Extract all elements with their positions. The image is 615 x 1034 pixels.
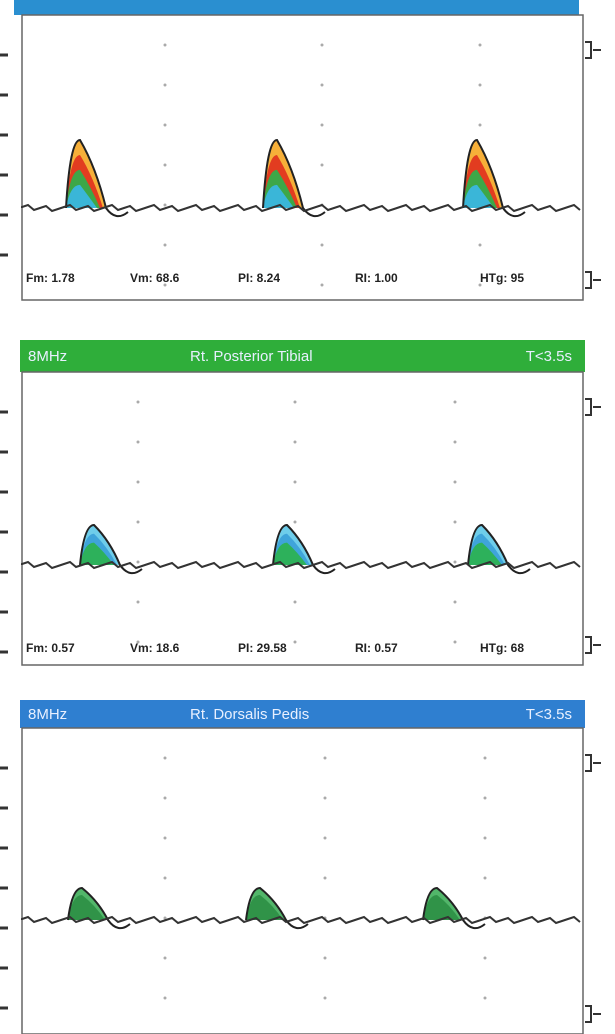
grid-dot (479, 124, 482, 127)
grid-dot (164, 837, 167, 840)
frequency: 8MHz (28, 706, 67, 723)
grid-dot (484, 957, 487, 960)
grid-dot (164, 957, 167, 960)
grid-dot (324, 997, 327, 1000)
grid-dot (294, 521, 297, 524)
grid-dot (294, 641, 297, 644)
grid-dot (479, 84, 482, 87)
gate-marker (585, 755, 601, 771)
grid-dot (324, 757, 327, 760)
measurement: PI: 29.58 (238, 641, 287, 655)
grid-dot (294, 401, 297, 404)
grid-dot (324, 837, 327, 840)
grid-dot (484, 797, 487, 800)
grid-dot (321, 124, 324, 127)
grid-dot (137, 481, 140, 484)
frequency: 8MHz (28, 348, 67, 365)
grid-dot (164, 244, 167, 247)
grid-dot (164, 84, 167, 87)
grid-dot (454, 561, 457, 564)
grid-dot (137, 521, 140, 524)
trace-frame (22, 372, 583, 665)
grid-dot (137, 561, 140, 564)
grid-dot (479, 244, 482, 247)
grid-dot (454, 441, 457, 444)
measurement: HTg: 95 (480, 271, 524, 285)
grid-dot (484, 757, 487, 760)
grid-dot (321, 84, 324, 87)
vessel-name: Rt. Dorsalis Pedis (190, 706, 309, 723)
grid-dot (321, 284, 324, 287)
grid-dot (454, 601, 457, 604)
grid-dot (137, 401, 140, 404)
gate-marker (585, 637, 601, 653)
grid-dot (164, 44, 167, 47)
vessel-name: Rt. Posterior Tibial (190, 348, 313, 365)
trace-frame (22, 15, 583, 300)
grid-dot (164, 757, 167, 760)
measurement: Fm: 0.57 (26, 641, 75, 655)
grid-dot (294, 601, 297, 604)
grid-dot (294, 481, 297, 484)
grid-dot (324, 957, 327, 960)
grid-dot (137, 441, 140, 444)
grid-dot (454, 641, 457, 644)
grid-dot (484, 837, 487, 840)
trace-frame (22, 728, 583, 1034)
grid-dot (454, 401, 457, 404)
grid-dot (454, 521, 457, 524)
grid-dot (484, 997, 487, 1000)
grid-dot (164, 164, 167, 167)
grid-dot (454, 481, 457, 484)
gate-marker (585, 399, 601, 415)
measurement: PI: 8.24 (238, 271, 280, 285)
grid-dot (164, 877, 167, 880)
gate-marker (585, 1006, 601, 1022)
grid-dot (321, 44, 324, 47)
grid-dot (294, 441, 297, 444)
measurement: RI: 1.00 (355, 271, 398, 285)
measurement: HTg: 68 (480, 641, 524, 655)
grid-dot (164, 204, 167, 207)
measurement: RI: 0.57 (355, 641, 398, 655)
grid-dot (324, 797, 327, 800)
grid-dot (479, 44, 482, 47)
measurement: Vm: 18.6 (130, 641, 180, 655)
sweep-time: T<3.5s (526, 348, 572, 365)
doppler-screen: Fm: 1.78 Vm: 68.6 PI: 8.24 RI: 1.00 HTg: 95 8… (0, 0, 615, 1034)
grid-dot (324, 877, 327, 880)
gate-marker (585, 272, 601, 288)
header-bar (14, 0, 579, 15)
measurement: Vm: 68.6 (130, 271, 180, 285)
measurement: Fm: 1.78 (26, 271, 75, 285)
grid-dot (164, 997, 167, 1000)
sweep-time: T<3.5s (526, 706, 572, 723)
gate-marker (585, 42, 601, 58)
grid-dot (164, 797, 167, 800)
grid-dot (137, 601, 140, 604)
grid-dot (321, 244, 324, 247)
grid-dot (484, 877, 487, 880)
grid-dot (321, 164, 324, 167)
grid-dot (164, 124, 167, 127)
